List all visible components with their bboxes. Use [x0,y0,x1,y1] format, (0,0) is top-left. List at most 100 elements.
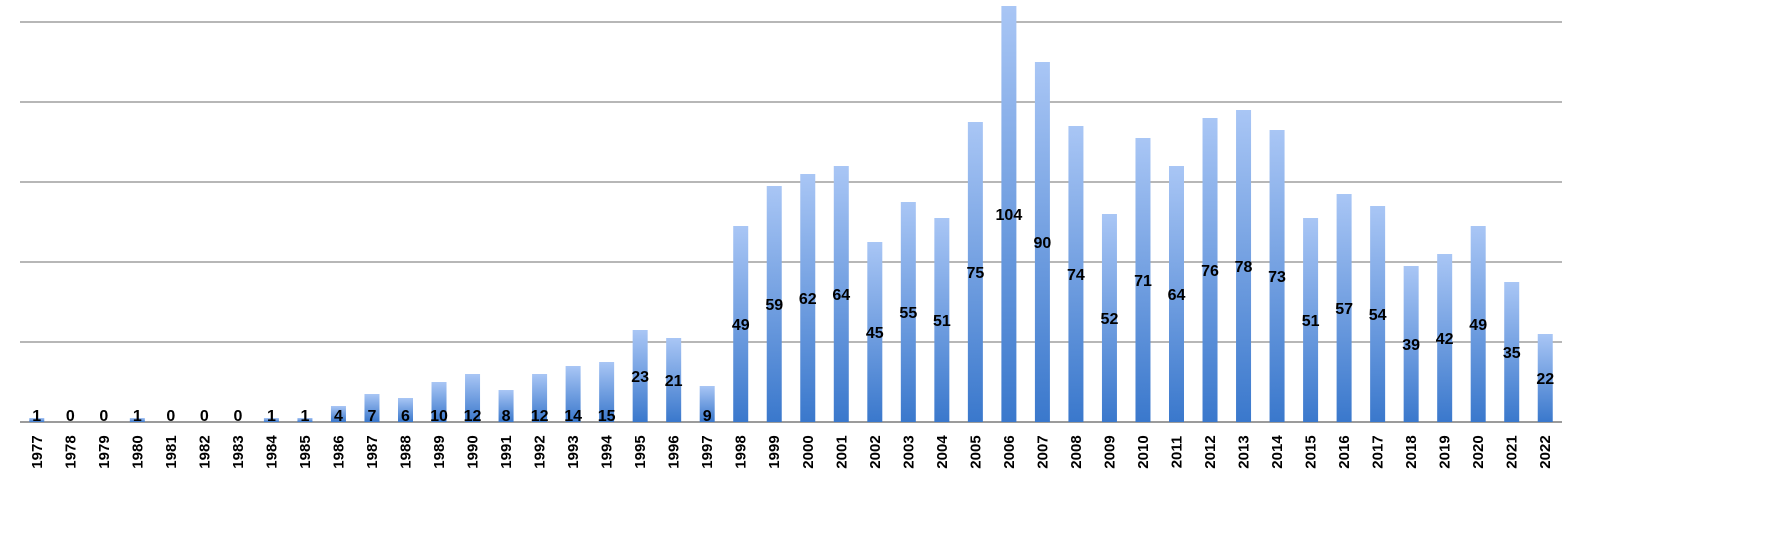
data-label-2009: 52 [1101,311,1119,328]
tick-label-2020: 2020 [1470,435,1487,468]
data-label-2012: 76 [1201,263,1219,280]
tick-label-1993: 1993 [565,435,582,468]
data-label-2010: 71 [1134,273,1152,290]
data-label-2019: 42 [1436,331,1454,348]
bar-2019 [1437,254,1453,422]
tick-label-2012: 2012 [1202,435,1219,468]
bar-1991 [498,390,514,422]
tick-label-2004: 2004 [934,435,951,469]
gridlines [20,21,1562,423]
bar-2013 [1236,110,1252,422]
data-label-2002: 45 [866,325,884,342]
tick-label-2005: 2005 [967,435,984,468]
data-label-1985: 1 [300,408,309,425]
tick-label-2016: 2016 [1336,435,1353,468]
bar-1987 [364,394,380,422]
data-label-1981: 0 [166,408,175,425]
tick-label-1980: 1980 [129,435,146,468]
bar-2016 [1336,194,1352,422]
tick-label-1997: 1997 [699,435,716,468]
data-label-1992: 12 [531,408,549,425]
bar-2003 [900,202,916,422]
tick-label-1991: 1991 [498,435,515,468]
bar-1995 [632,330,648,422]
bar-1980 [129,418,145,422]
bar-1990 [465,374,481,422]
bar-2022 [1537,334,1553,422]
tick-label-1995: 1995 [632,435,649,468]
bar-2010 [1135,138,1151,422]
tick-label-2003: 2003 [900,435,917,468]
tick-label-2001: 2001 [833,435,850,468]
tick-label-2013: 2013 [1236,435,1253,468]
bar-2009 [1101,214,1117,422]
data-label-1999: 59 [765,297,783,314]
tick-label-1992: 1992 [532,435,549,468]
tick-label-2014: 2014 [1269,435,1286,469]
tick-label-2018: 2018 [1403,435,1420,468]
bar-1994 [599,362,615,422]
bar-2011 [1169,166,1184,422]
tick-label-1994: 1994 [599,435,616,469]
bar-1996 [666,338,682,422]
bar-1985 [297,418,313,422]
tick-label-2000: 2000 [800,435,817,468]
data-label-1991: 8 [502,408,511,425]
data-label-2001: 64 [832,287,850,304]
data-label-2008: 74 [1067,267,1085,284]
data-label-2004: 51 [933,313,951,330]
tick-label-1998: 1998 [733,435,750,468]
tick-label-1985: 1985 [297,435,314,468]
tick-label-2006: 2006 [1001,435,1018,468]
tick-label-1984: 1984 [263,435,280,469]
tick-label-2009: 2009 [1101,435,1118,468]
bar-1998 [733,226,749,422]
bar-2020 [1470,226,1486,422]
tick-label-2017: 2017 [1370,435,1387,468]
data-label-1980: 1 [133,408,142,425]
data-label-1986: 4 [334,408,343,425]
data-label-1979: 0 [99,408,108,425]
tick-label-1983: 1983 [230,435,247,468]
bar-1992 [532,374,548,422]
data-label-1978: 0 [66,408,75,425]
tick-label-2015: 2015 [1303,435,1320,468]
data-label-2011: 64 [1168,287,1186,304]
bar-1999 [766,186,782,422]
tick-label-1986: 1986 [330,435,347,468]
bar-2006 [1001,6,1017,422]
data-label-2021: 35 [1503,345,1521,362]
tick-label-2010: 2010 [1135,435,1152,468]
bar-1997 [699,386,715,422]
data-label-1987: 7 [368,408,377,425]
tick-label-1979: 1979 [96,435,113,468]
tick-label-1996: 1996 [666,435,683,468]
bar-2014 [1269,130,1285,422]
tick-label-2002: 2002 [867,435,884,468]
data-label-1995: 23 [631,369,649,386]
bar-2021 [1504,282,1520,422]
tick-label-2011: 2011 [1169,436,1186,469]
tick-label-2021: 2021 [1504,435,1521,468]
tick-label-1982: 1982 [196,435,213,468]
bar-2000 [800,174,816,422]
data-label-2017: 54 [1369,307,1387,324]
x-axis-ticks: 1977 1978 1979 1980 1981 1982 1983 1984 1985 1986… [29,435,1554,469]
data-label-1994: 15 [598,408,616,425]
bar-1993 [565,366,581,422]
data-label-1988: 6 [401,408,410,425]
data-label-1993: 14 [564,408,582,425]
tick-label-1999: 1999 [766,435,783,468]
tick-label-2022: 2022 [1537,435,1554,468]
data-label-1983: 0 [233,408,242,425]
data-label-2013: 78 [1235,259,1253,276]
tick-label-1990: 1990 [465,435,482,468]
data-label-2022: 22 [1536,371,1554,388]
data-label-2003: 55 [899,305,917,322]
data-label-1982: 0 [200,408,209,425]
bar-2002 [867,242,883,422]
tick-label-1987: 1987 [364,435,381,468]
data-label-2007: 90 [1034,235,1052,252]
